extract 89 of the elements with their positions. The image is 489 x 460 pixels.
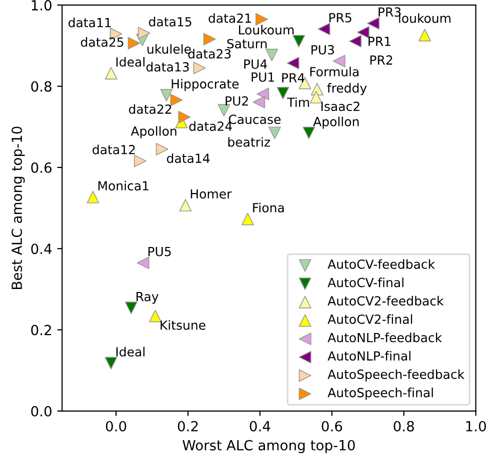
x-tick-label: 0.6 — [322, 420, 342, 432]
point — [268, 126, 281, 140]
annotation: Loukoum — [239, 24, 294, 35]
x-tick-label: 0.4 — [250, 420, 270, 432]
annotation: Apollon — [130, 126, 176, 138]
x-axis-title: Worst ALC among top-10 — [182, 440, 355, 454]
point — [241, 212, 254, 226]
legend-label: AutoNLP-feedback — [328, 332, 442, 342]
annotation: loukoum — [399, 13, 450, 23]
annotation: data14 — [166, 153, 210, 164]
annotation: Ideal — [116, 56, 144, 67]
annotation: data13 — [146, 62, 189, 72]
point — [318, 22, 330, 36]
legend-label: AutoSpeech-feedback — [328, 369, 465, 382]
legend-label: AutoCV-feedback — [328, 259, 436, 269]
point — [86, 190, 100, 204]
annotation: PR5 — [329, 13, 352, 22]
point — [179, 198, 192, 212]
annotation: PU1 — [252, 72, 274, 82]
legend-label: AutoNLP-final — [328, 350, 410, 361]
y-tick-label: 0.8 — [31, 81, 52, 92]
point — [266, 48, 278, 62]
point — [178, 110, 191, 124]
point — [286, 56, 300, 70]
annotation: Apollon — [313, 116, 359, 129]
legend-label: AutoSpeech-final — [328, 388, 433, 400]
annotation: Isaac2 — [321, 102, 360, 112]
legend-label: AutoCV2-feedback — [328, 296, 444, 306]
y-axis-title: Best ALC among top-10 — [12, 126, 25, 289]
point — [203, 32, 216, 46]
annotation: Formula — [310, 66, 358, 76]
annotation: Monica1 — [98, 180, 148, 190]
legend-label: AutoCV2-final — [328, 314, 412, 324]
annotation: Ideal — [116, 346, 144, 357]
annotation: PU4 — [244, 60, 267, 69]
annotation: PR2 — [370, 55, 392, 65]
annotation: data15 — [148, 16, 192, 26]
point — [104, 356, 118, 370]
point — [138, 26, 150, 40]
point — [332, 54, 346, 68]
annotation: beatriz — [228, 137, 270, 147]
y-tick-label: 0.4 — [31, 244, 52, 254]
point — [252, 96, 266, 108]
annotation: PR3 — [378, 7, 401, 17]
y-tick-label: 0.6 — [31, 162, 52, 173]
annotation: data21 — [208, 13, 251, 23]
point — [367, 17, 380, 30]
legend-label: AutoCV-final — [328, 278, 404, 288]
annotation: PU2 — [226, 96, 248, 106]
annotation: PR1 — [368, 36, 390, 46]
annotation: Homer — [190, 189, 232, 199]
point — [149, 310, 162, 322]
annotation: PU5 — [148, 246, 171, 256]
annotation: data11 — [68, 18, 111, 28]
point — [310, 90, 322, 104]
y-tick-label: 0.0 — [31, 406, 52, 416]
annotation: freddy — [327, 83, 367, 96]
point — [128, 36, 140, 50]
annotation: PU3 — [312, 45, 334, 54]
x-tick-label: 1.0 — [466, 420, 486, 432]
point — [418, 28, 431, 42]
point — [134, 154, 146, 168]
annotation: Hippocrate — [172, 78, 239, 92]
annotation: data12 — [92, 144, 135, 154]
point — [170, 94, 183, 106]
point — [256, 88, 270, 100]
x-tick-label: 0.2 — [178, 420, 198, 432]
point — [160, 88, 173, 102]
point — [256, 13, 268, 26]
annotation: Fiona — [253, 202, 284, 212]
point — [136, 256, 150, 270]
annotation: Kitsune — [160, 320, 206, 330]
annotation: Saturn — [227, 38, 267, 48]
y-tick-label: 1.0 — [32, 0, 52, 11]
y-tick-label: 0.2 — [31, 324, 51, 336]
point — [156, 142, 168, 156]
annotation: data25 — [80, 37, 124, 47]
point — [124, 302, 138, 314]
point — [104, 67, 118, 80]
x-tick-label: 0.0 — [106, 420, 126, 432]
annotation: Tim — [287, 97, 309, 107]
annotation: Ray — [136, 292, 158, 304]
annotation: PR4 — [282, 73, 304, 82]
point — [356, 26, 370, 38]
point — [193, 62, 206, 74]
x-tick-label: 0.8 — [394, 420, 414, 432]
annotation: data22 — [128, 104, 172, 114]
point — [349, 34, 362, 48]
point — [292, 34, 306, 48]
